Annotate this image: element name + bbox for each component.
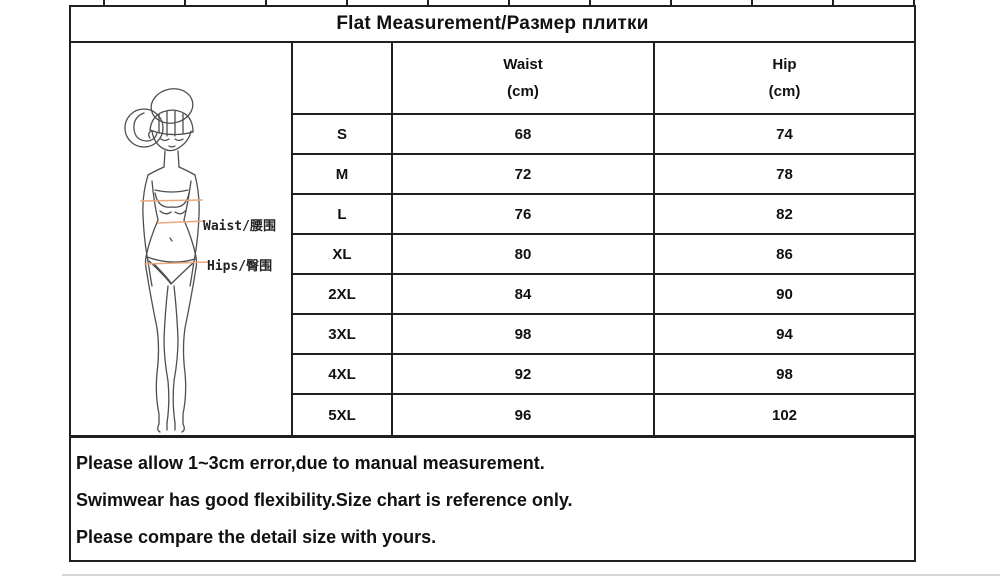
waist-value: 72 xyxy=(393,155,655,195)
note-line: Please compare the detail size with your… xyxy=(76,527,437,547)
size-label: S xyxy=(293,115,393,155)
top-column-ticks xyxy=(69,0,916,5)
hip-value: 74 xyxy=(655,115,914,155)
waist-column-header: Waist (cm) xyxy=(393,43,655,115)
size-label: M xyxy=(293,155,393,195)
waist-header-unit: (cm) xyxy=(507,82,539,100)
size-label: 3XL xyxy=(293,315,393,355)
hip-value: 94 xyxy=(655,315,914,355)
waist-header-label: Waist xyxy=(503,55,543,73)
waist-value: 80 xyxy=(393,235,655,275)
figure-cell: Waist/腰围 Hips/臀围 xyxy=(71,43,293,435)
waist-value: 96 xyxy=(393,395,655,435)
bottom-crop-line xyxy=(62,574,1000,576)
size-chart-sheet: Flat Measurement/Размер плитки xyxy=(69,5,916,562)
body-figure-sketch xyxy=(124,88,210,433)
size-label: 2XL xyxy=(293,275,393,315)
hip-value: 86 xyxy=(655,235,914,275)
hip-column-header: Hip (cm) xyxy=(655,43,914,115)
hip-value: 90 xyxy=(655,275,914,315)
hips-pointer-label: Hips/臀围 xyxy=(207,259,273,274)
hip-header-unit: (cm) xyxy=(768,82,801,100)
chart-title: Flat Measurement/Размер плитки xyxy=(69,5,916,43)
notes-box: Please allow 1~3cm error,due to manual m… xyxy=(69,435,916,562)
hip-header-label: Hip xyxy=(772,55,797,73)
waist-value: 92 xyxy=(393,355,655,395)
waist-value: 76 xyxy=(393,195,655,235)
waist-value: 84 xyxy=(393,275,655,315)
hip-value: 102 xyxy=(655,395,914,435)
size-label: 5XL xyxy=(293,395,393,435)
waist-value: 68 xyxy=(393,115,655,155)
size-label: 4XL xyxy=(293,355,393,395)
hip-value: 82 xyxy=(655,195,914,235)
size-column-header xyxy=(293,43,393,115)
size-table: Waist/腰围 Hips/臀围 Waist (cm) Hip (cm) S 6… xyxy=(69,43,916,435)
hip-value: 98 xyxy=(655,355,914,395)
note-line: Please allow 1~3cm error,due to manual m… xyxy=(76,453,545,473)
size-label: L xyxy=(293,195,393,235)
waist-value: 98 xyxy=(393,315,655,355)
note-line: Swimwear has good flexibility.Size chart… xyxy=(76,490,573,510)
hip-value: 78 xyxy=(655,155,914,195)
size-label: XL xyxy=(293,235,393,275)
waist-pointer-label: Waist/腰围 xyxy=(203,219,276,234)
pointer-lines xyxy=(140,199,210,265)
